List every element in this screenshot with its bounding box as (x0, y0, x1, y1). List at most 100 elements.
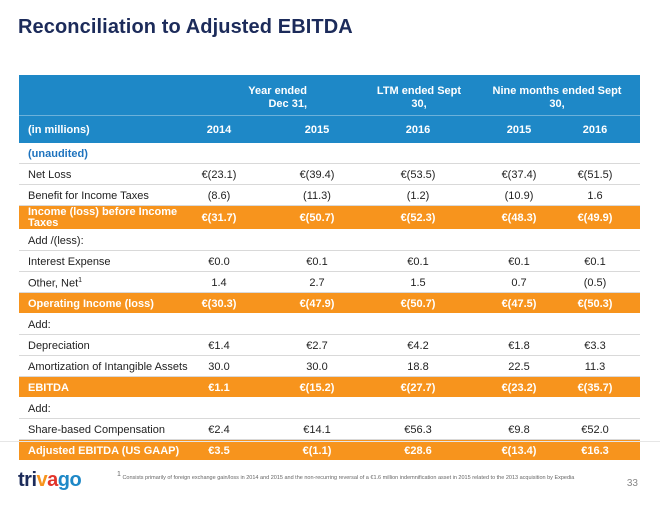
row-label-text: Income (loss) before Income Taxes (28, 206, 178, 229)
row-value: €1.8 (508, 340, 530, 352)
row-label: Net Loss (28, 169, 71, 181)
row-value: €1.1 (208, 382, 230, 394)
row-value: (0.5) (583, 277, 607, 289)
logo-part: a (47, 469, 58, 491)
row-value: €16.3 (581, 445, 609, 457)
row-value: 0.7 (511, 277, 527, 289)
footnote-marker: 1 (117, 471, 121, 478)
row-value: 1.5 (410, 277, 426, 289)
row-value: €(50.7) (400, 298, 436, 310)
row-value: €(50.3) (577, 298, 613, 310)
row-label: Add /(less): (28, 235, 84, 247)
row-label: Benefit for Income Taxes (28, 190, 149, 202)
trivago-logo: trivago (18, 469, 82, 492)
row-value: €0.0 (208, 256, 230, 268)
row-value: (11.3) (303, 190, 331, 202)
table-row: Share-based Compensation €2.4 €14.1 €56.3 €9… (19, 419, 640, 440)
row-label: Interest Expense (28, 256, 111, 268)
row-label: Add: (28, 319, 51, 331)
row-value: 18.8 (407, 361, 429, 373)
row-value: €4.2 (407, 340, 429, 352)
row-value: 11.3 (584, 361, 606, 373)
logo-part: tri (18, 469, 37, 491)
row-label-text: Interest Expense (28, 256, 111, 268)
row-value: 22.5 (508, 361, 530, 373)
row-label-text: Other, Net (28, 277, 79, 290)
table-header-years: (in millions) 2014 2015 2016 2015 2016 (19, 115, 640, 143)
row-value: €0.1 (306, 256, 328, 268)
row-value: 1.6 (587, 190, 603, 202)
page-number: 33 (626, 478, 638, 489)
row-value: (8.6) (207, 190, 231, 202)
table-row: Add: (19, 398, 640, 419)
row-value: €(37.4) (501, 169, 537, 181)
row-label: (unaudited) (28, 148, 88, 160)
table-row-subtotal: Operating Income (loss) €(30.3) €(47.9) €(5… (19, 293, 640, 314)
header-year: 2015 (304, 124, 330, 136)
row-value: (1.2) (406, 190, 430, 202)
row-label-text: Adjusted EBITDA (US GAAP) (28, 445, 180, 457)
row-value: 2.7 (309, 277, 325, 289)
row-value: €3.3 (584, 340, 606, 352)
row-value: €1.4 (208, 340, 230, 352)
table-row-subtotal: Adjusted EBITDA (US GAAP) €3.5 €(1.1) €28.6… (19, 440, 640, 461)
row-value: €2.7 (306, 340, 328, 352)
header-year: 2014 (206, 124, 232, 136)
row-label-text: Add: (28, 403, 51, 415)
row-label: Income (loss) before Income Taxes (28, 207, 188, 229)
footer-divider (0, 441, 660, 442)
row-label-text: Share-based Compensation (28, 424, 165, 436)
row-value: €(1.1) (302, 445, 332, 457)
row-value: €(53.5) (400, 169, 436, 181)
row-value: €14.1 (303, 424, 331, 436)
row-value: €(47.5) (501, 298, 537, 310)
row-label: EBITDA (28, 382, 69, 394)
row-label: Adjusted EBITDA (US GAAP) (28, 445, 179, 457)
logo-part: go (57, 469, 82, 491)
footnote-ref: 1 (78, 277, 83, 284)
row-value: €(39.4) (299, 169, 335, 181)
row-value: €(23.2) (501, 382, 537, 394)
row-label-text: Amortization of Intangible Assets (28, 361, 188, 373)
row-value: €0.1 (407, 256, 429, 268)
table-row: Add: (19, 314, 640, 335)
table-row: Depreciation €1.4 €2.7 €4.2 €1.8 €3.3 (19, 335, 640, 356)
table-row: Add /(less): (19, 230, 640, 251)
row-value: €(30.3) (201, 298, 237, 310)
row-label-text: Add /(less): (28, 235, 84, 247)
row-value: €(15.2) (299, 382, 335, 394)
table-row: Interest Expense €0.0 €0.1 €0.1 €0.1 €0.1 (19, 251, 640, 272)
footnote: 1 Consists primarily of foreign exchange… (117, 471, 587, 482)
header-group-ltm: LTM ended Sept 30, (376, 85, 462, 110)
row-label: Depreciation (28, 340, 90, 352)
row-value: €(31.7) (201, 212, 237, 224)
row-value: €52.0 (581, 424, 609, 436)
row-value: €(52.3) (400, 212, 436, 224)
row-value: €(13.4) (501, 445, 537, 457)
row-label: Share-based Compensation (28, 424, 165, 436)
table-row: Amortization of Intangible Assets 30.0 30.… (19, 356, 640, 377)
row-value: €56.3 (404, 424, 432, 436)
row-value: €(47.9) (299, 298, 335, 310)
row-value: €0.1 (584, 256, 606, 268)
row-label-text: Add: (28, 319, 51, 331)
header-group-year-ended: Year ended Dec 31, (248, 85, 307, 110)
row-label-text: Benefit for Income Taxes (28, 190, 149, 202)
header-year: 2016 (582, 124, 608, 136)
header-year: 2015 (506, 124, 532, 136)
row-label: Operating Income (loss) (28, 298, 154, 310)
row-value: €(35.7) (577, 382, 613, 394)
table-row-subtotal: EBITDA €1.1 €(15.2) €(27.7) €(23.2) €(35.7) (19, 377, 640, 398)
row-value: 30.0 (306, 361, 328, 373)
table-row: Benefit for Income Taxes (8.6) (11.3) (1.2)… (19, 185, 640, 206)
row-label-text: (unaudited) (28, 148, 88, 160)
row-value: €(49.9) (577, 212, 613, 224)
row-value: €9.8 (508, 424, 530, 436)
page-title: Reconciliation to Adjusted EBITDA (18, 16, 353, 38)
row-label: Amortization of Intangible Assets (28, 361, 188, 373)
reconciliation-table: Year ended Dec 31, LTM ended Sept 30, Ni… (19, 75, 640, 461)
row-label-text: Operating Income (loss) (28, 298, 154, 310)
row-label-text: EBITDA (28, 382, 69, 394)
row-value: €(23.1) (201, 169, 237, 181)
table-header-groups: Year ended Dec 31, LTM ended Sept 30, Ni… (19, 75, 640, 115)
